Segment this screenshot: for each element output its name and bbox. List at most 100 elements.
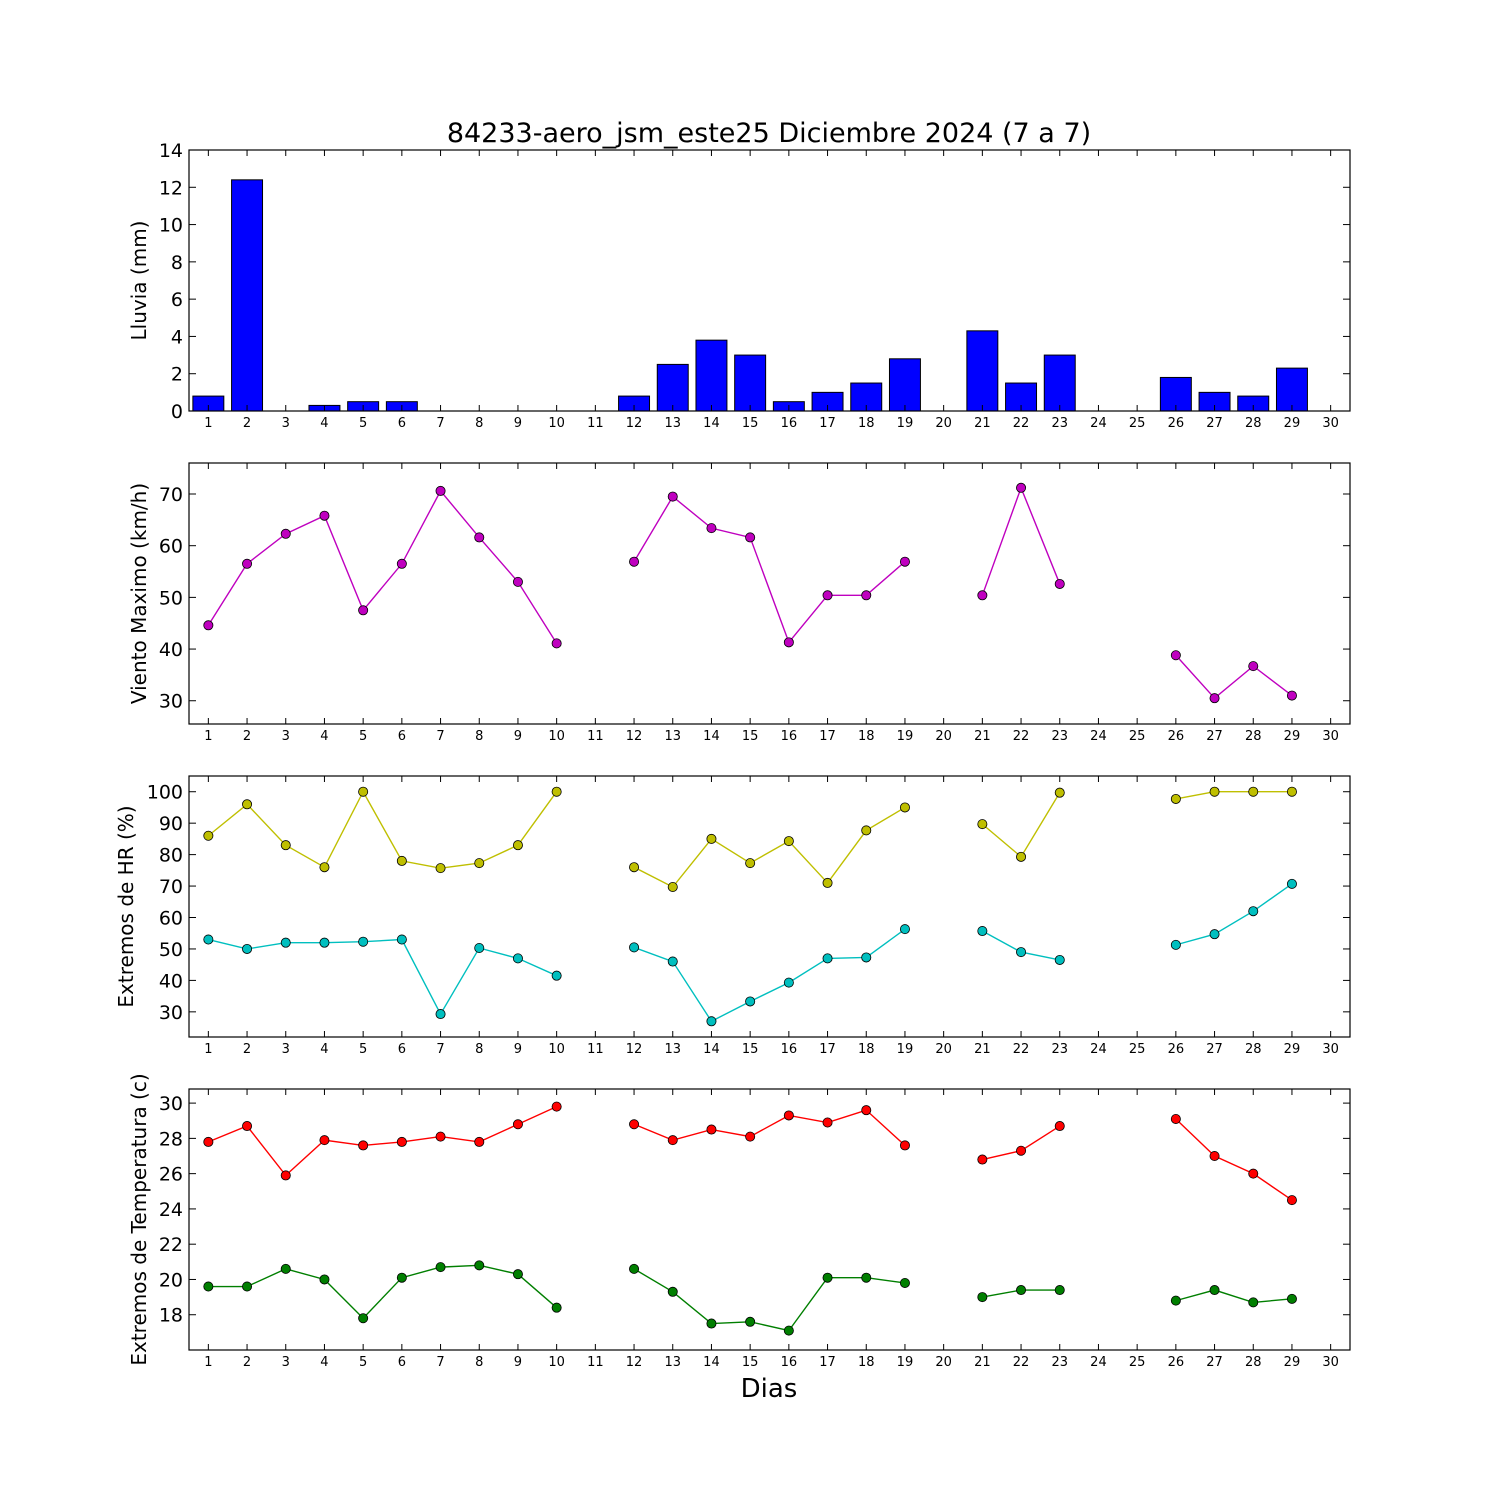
panel-3-series-2-point: [706, 1016, 717, 1027]
panel-4-y-tick-label: 22: [159, 1234, 183, 1256]
panel-2-y-tick-label: 40: [159, 639, 183, 661]
panel-3-x-tick-label: 23: [1051, 1042, 1068, 1057]
panel-3-series-1-point: [203, 830, 214, 841]
panel-2-x-tick-label: 25: [1129, 729, 1146, 744]
panel-4-series-2-point: [358, 1313, 369, 1324]
panel-4-series-2-point: [280, 1263, 291, 1274]
panel-3-x-tick-label: 3: [282, 1042, 290, 1057]
panel-4-series-1-point: [280, 1170, 291, 1181]
panel-1-bar: [888, 358, 921, 412]
panel-3-series-1-point: [1170, 793, 1181, 804]
panel-3-x-tick-label: 21: [974, 1042, 991, 1057]
panel-4-series-1-point: [474, 1136, 485, 1147]
panel-4-y-tick-label: 24: [159, 1199, 183, 1221]
panel-4-series-1-point: [396, 1136, 407, 1147]
panel-3-x-tick-label: 22: [1013, 1042, 1030, 1057]
panel-1-x-tick-label: 4: [320, 416, 328, 431]
panel-4-series-1-point: [899, 1140, 910, 1151]
panel-4-series-2-point: [745, 1316, 756, 1327]
panel-1-x-tick-label: 22: [1013, 416, 1030, 431]
panel-3-series-1-point: [435, 863, 446, 874]
panel-2-series-1-line: [981, 485, 1061, 596]
panel-3-series-1-line: [1175, 791, 1292, 800]
panel-2-x-tick-label: 4: [320, 729, 328, 744]
panel-1-y-tick-label: 14: [159, 140, 183, 162]
panel-4-series-1-line: [208, 1105, 557, 1177]
panel-2-x-tick-label: 3: [282, 729, 290, 744]
panel-2-series-1-point: [629, 556, 640, 567]
panel-4-series-2-line: [633, 1268, 906, 1332]
panel-4-x-tick-label: 2: [243, 1355, 251, 1370]
panel-2-series-1-point: [1170, 650, 1181, 661]
panel-4-series-1-point: [745, 1131, 756, 1142]
panel-3-x-tick-label: 16: [781, 1042, 798, 1057]
panel-2-series-1-point: [1248, 661, 1259, 672]
panel-4-x-tick-label: 23: [1051, 1355, 1068, 1370]
panel-3-x-tick-label: 5: [359, 1042, 367, 1057]
panel-4-series-1-point: [435, 1131, 446, 1142]
panel-1-x-tick-label: 27: [1206, 416, 1223, 431]
panel-2-y-axis-label: Viento Maximo (km/h): [127, 483, 151, 704]
panel-4-frame: [188, 1088, 1351, 1351]
panel-3-series-2-point: [899, 924, 910, 935]
panel-3-series-1-point: [242, 799, 253, 810]
panel-1-bar: [231, 179, 264, 412]
panel-4-x-tick-label: 12: [626, 1355, 643, 1370]
panel-2-x-tick-label: 26: [1168, 729, 1185, 744]
panel-3-x-tick-label: 1: [204, 1042, 212, 1057]
panel-4-x-tick-label: 4: [320, 1355, 328, 1370]
panel-2-x-tick-label: 16: [781, 729, 798, 744]
panel-3-x-tick-label: 25: [1129, 1042, 1146, 1057]
panel-1-x-tick-label: 14: [703, 416, 720, 431]
panel-3-series-1-line: [633, 806, 906, 888]
panel-3-series-1-line: [207, 790, 558, 869]
panel-4-x-tick-label: 5: [359, 1355, 367, 1370]
panel-3-series-1-line: [981, 792, 1061, 858]
panel-2-series-1-point: [667, 491, 678, 502]
panel-2-series-1-point: [822, 590, 833, 601]
panel-3-series-2-point: [319, 937, 330, 948]
panel-3-x-tick-label: 4: [320, 1042, 328, 1057]
panel-3-x-tick-label: 8: [475, 1042, 483, 1057]
panel-4-series-2-point: [1170, 1295, 1181, 1306]
panel-1-x-tick-label: 30: [1322, 416, 1339, 431]
panel-4-series-1-line: [633, 1109, 906, 1146]
panel-3-x-tick-label: 24: [1090, 1042, 1107, 1057]
panel-4-series-1-point: [861, 1105, 872, 1116]
panel-3-series-1-point: [551, 786, 562, 797]
panel-4-y-tick-label: 26: [159, 1164, 183, 1186]
panel-1-bar: [695, 339, 728, 412]
panel-3-series-2-point: [203, 934, 214, 945]
panel-1-y-tick-label: 4: [171, 326, 183, 348]
panel-1-x-tick-label: 7: [436, 416, 444, 431]
panel-1-bar: [734, 354, 767, 412]
panel-1-bar: [656, 363, 689, 412]
panel-2-series-1-point: [319, 510, 330, 521]
panel-2-series-1-point: [280, 528, 291, 539]
panel-1-y-tick-label: 12: [159, 177, 183, 199]
panel-3-series-1-point: [1286, 786, 1297, 797]
panel-3-series-2-line: [633, 928, 906, 1023]
panel-4-series-2-line: [1175, 1289, 1293, 1304]
panel-2-series-1-point: [551, 638, 562, 649]
panel-2-series-1-point: [1054, 578, 1065, 589]
panel-1-x-tick-label: 19: [897, 416, 914, 431]
panel-2-x-tick-label: 21: [974, 729, 991, 744]
panel-1-y-tick-label: 2: [171, 364, 183, 386]
panel-2-series-1-point: [474, 532, 485, 543]
panel-1-x-tick-label: 3: [282, 416, 290, 431]
panel-2-x-tick-label: 20: [935, 729, 952, 744]
panel-1-x-tick-label: 25: [1129, 416, 1146, 431]
panel-4-y-tick-label: 30: [159, 1093, 183, 1115]
panel-4-series-1-point: [1286, 1195, 1297, 1206]
panel-3-y-tick-label: 80: [159, 845, 183, 867]
panel-4-series-1-point: [977, 1154, 988, 1165]
panel-3-series-2-point: [745, 996, 756, 1007]
panel-3-series-2-point: [861, 952, 872, 963]
panel-4-series-1-point: [783, 1110, 794, 1121]
panel-4-x-tick-label: 11: [587, 1355, 604, 1370]
panel-4-series-1-point: [551, 1101, 562, 1112]
panel-3-series-1-point: [1248, 786, 1259, 797]
panel-2-series-1-line: [207, 489, 558, 644]
panel-3-x-tick-label: 7: [436, 1042, 444, 1057]
